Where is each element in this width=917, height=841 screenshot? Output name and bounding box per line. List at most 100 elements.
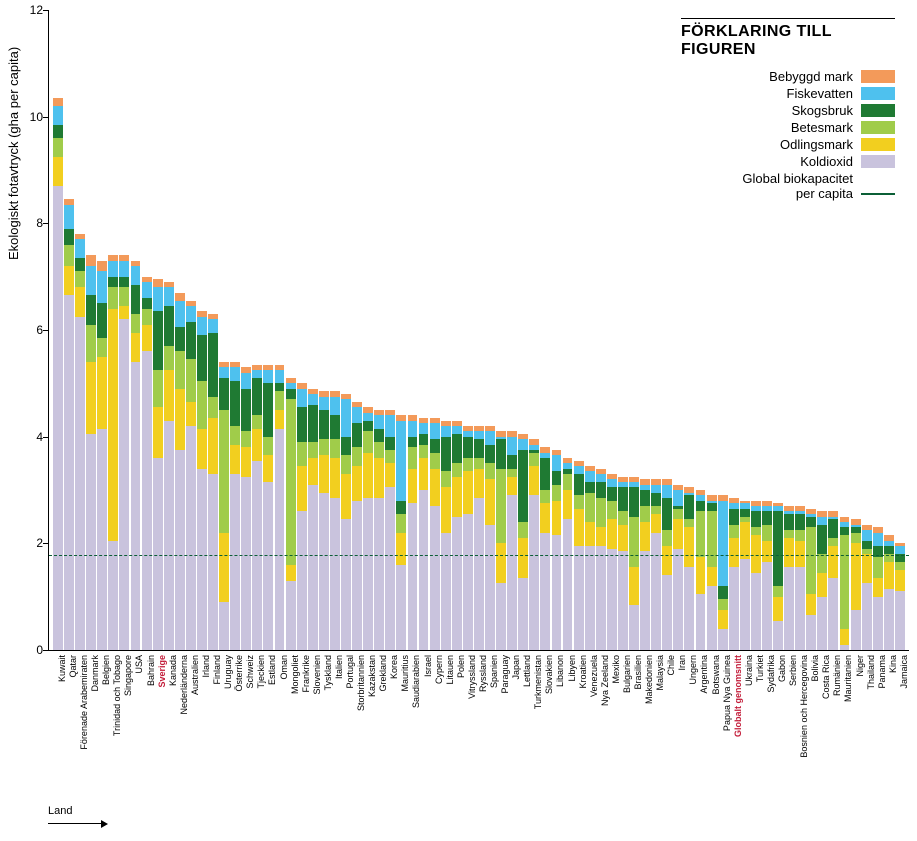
bar [208, 314, 218, 650]
bar-segment-odlingsmark [817, 573, 827, 597]
bar-segment-koldioxid [684, 567, 694, 650]
x-tick: Turkiet [750, 653, 760, 823]
bar-segment-fiskevatten [585, 471, 595, 482]
bar [784, 506, 794, 650]
bar-segment-skogsbruk [175, 327, 185, 351]
bar-segment-skogsbruk [374, 429, 384, 442]
bar [297, 383, 307, 650]
bar-segment-betesmark [330, 439, 340, 458]
bar [430, 418, 440, 650]
x-tick: Irland [196, 653, 206, 823]
bar-segment-skogsbruk [518, 450, 528, 522]
bar-segment-fiskevatten [485, 431, 495, 444]
x-tick: Bulgarien [617, 653, 627, 823]
x-tick: Cypern [429, 653, 439, 823]
bar-segment-odlingsmark [230, 445, 240, 474]
bar-segment-betesmark [341, 455, 351, 474]
x-tick: Grekland [373, 653, 383, 823]
x-tick: Rumänien [827, 653, 837, 823]
bar-segment-koldioxid [563, 519, 573, 650]
bar-segment-skogsbruk [607, 487, 617, 500]
bar-segment-odlingsmark [352, 466, 362, 501]
legend-item-skogsbruk: Skogsbruk [681, 103, 895, 118]
x-tick: Estland [262, 653, 272, 823]
bar-segment-betesmark [496, 469, 506, 544]
x-tick: Saudiarabien [407, 653, 417, 823]
bar [341, 394, 351, 650]
y-tick-mark [43, 650, 49, 651]
bar-segment-koldioxid [707, 586, 717, 650]
bar-segment-koldioxid [452, 517, 462, 650]
bar [884, 535, 894, 650]
bar-segment-koldioxid [540, 533, 550, 650]
bar-segment-betesmark [729, 525, 739, 538]
bar [131, 261, 141, 650]
bar-segment-skogsbruk [263, 383, 273, 436]
bar-segment-fiskevatten [230, 367, 240, 380]
bar-segment-odlingsmark [618, 525, 628, 552]
bar-segment-skogsbruk [806, 517, 816, 528]
bar-segment-odlingsmark [319, 455, 329, 492]
legend-swatch [861, 104, 895, 117]
bar-segment-fiskevatten [75, 239, 85, 258]
bar [230, 362, 240, 650]
x-tick: Kina [883, 653, 893, 823]
bar-segment-skogsbruk [629, 487, 639, 516]
bar [164, 282, 174, 650]
x-tick: Slovakien [539, 653, 549, 823]
bar-segment-betesmark [263, 437, 273, 456]
bar-segment-fiskevatten [153, 287, 163, 311]
x-tick: Mauritanien [839, 653, 849, 823]
legend-refline-swatch [861, 193, 895, 195]
bar-segment-fiskevatten [186, 306, 196, 322]
legend-item-label: Bebyggd mark [769, 69, 853, 84]
x-axis-arrow-icon [48, 820, 108, 828]
bar [441, 421, 451, 650]
x-tick: Italien [329, 653, 339, 823]
bar-segment-bebyggd [86, 255, 96, 266]
x-tick: Spanien [484, 653, 494, 823]
bar-segment-koldioxid [186, 426, 196, 650]
x-tick: Nya Zeeland [595, 653, 605, 823]
bar-segment-fiskevatten [507, 437, 517, 456]
bar [142, 277, 152, 650]
x-tick: Mauritius [395, 653, 405, 823]
bar-segment-betesmark [485, 463, 495, 479]
bar-segment-odlingsmark [374, 458, 384, 498]
bar-segment-koldioxid [175, 450, 185, 650]
bar-segment-skogsbruk [707, 503, 717, 511]
bar-segment-betesmark [840, 535, 850, 628]
bar-segment-odlingsmark [308, 458, 318, 485]
bar-segment-koldioxid [828, 578, 838, 650]
bar-segment-odlingsmark [651, 514, 661, 533]
bar [740, 501, 750, 650]
bar-segment-betesmark [308, 442, 318, 458]
bar [308, 389, 318, 650]
x-tick: Finland [207, 653, 217, 823]
bar-segment-skogsbruk [430, 439, 440, 452]
bar-segment-odlingsmark [895, 570, 905, 591]
legend-refline-sublabel: per capita [796, 186, 853, 201]
bar [895, 543, 905, 650]
bar-segment-koldioxid [119, 319, 129, 650]
bar-segment-betesmark [751, 527, 761, 535]
bar-segment-skogsbruk [640, 490, 650, 506]
bar-segment-koldioxid [640, 551, 650, 650]
bar-segment-odlingsmark [452, 477, 462, 517]
bar-segment-betesmark [363, 431, 373, 452]
bar-segment-betesmark [319, 439, 329, 455]
bar-segment-skogsbruk [441, 437, 451, 472]
bar-segment-skogsbruk [574, 474, 584, 495]
bar-segment-skogsbruk [341, 437, 351, 456]
bar-segment-betesmark [408, 447, 418, 468]
bar [363, 407, 373, 650]
y-tick-mark [43, 10, 49, 11]
bar-segment-odlingsmark [851, 543, 861, 610]
bar-segment-betesmark [828, 538, 838, 546]
bar-segment-koldioxid [164, 421, 174, 650]
bar-segment-odlingsmark [197, 429, 207, 469]
bar-segment-odlingsmark [86, 362, 96, 434]
bar-segment-fiskevatten [119, 261, 129, 277]
bar-segment-odlingsmark [131, 333, 141, 362]
x-tick: Iran [672, 653, 682, 823]
